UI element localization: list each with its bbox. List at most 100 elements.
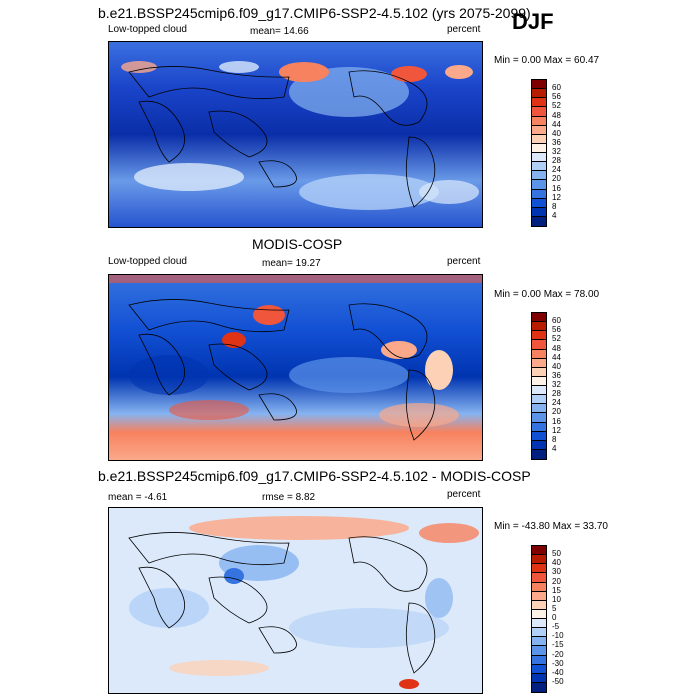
colorbar-tick-label: 0	[552, 613, 557, 622]
colorbar-box	[532, 404, 546, 414]
colorbar-tick-label: 5	[552, 603, 557, 613]
colorbar-box	[532, 431, 546, 441]
panel-3-map	[108, 507, 483, 694]
colorbar-tick-label: 60	[552, 316, 561, 326]
colorbar-tick-label: -15	[552, 640, 564, 650]
colorbar-tick-label: 56	[552, 325, 561, 335]
colorbar-box	[532, 153, 546, 163]
colorbar-box	[532, 682, 546, 692]
colorbar-box	[532, 600, 546, 610]
colorbar-box	[532, 637, 546, 647]
colorbar-tick-label: 10	[552, 594, 561, 604]
colorbar-box	[532, 546, 546, 556]
colorbar-box	[532, 655, 546, 665]
colorbar-box	[532, 89, 546, 99]
colorbar-box	[532, 198, 546, 208]
colorbar-tick-label: 30	[552, 567, 561, 577]
colorbar-tick-label: 32	[552, 380, 561, 389]
colorbar-box	[532, 180, 546, 190]
colorbar-tick-label: 20	[552, 174, 561, 184]
colorbar-box	[532, 573, 546, 583]
colorbar-box	[532, 367, 546, 377]
colorbar-box	[532, 646, 546, 656]
colorbar-box	[532, 440, 546, 450]
colorbar-box	[532, 628, 546, 638]
colorbar-box	[532, 591, 546, 601]
colorbar-tick-label: 16	[552, 183, 561, 193]
colorbar-box	[532, 376, 546, 386]
colorbar-tick-label: 40	[552, 558, 561, 568]
colorbar-box	[532, 171, 546, 181]
colorbar-box	[532, 413, 546, 423]
panel-1-units: percent	[447, 24, 481, 35]
colorbar-box	[532, 322, 546, 332]
colorbar-tick-label: 60	[552, 83, 561, 93]
colorbar-box	[532, 609, 546, 619]
colorbar-tick-label: 48	[552, 343, 561, 353]
colorbar-box	[532, 207, 546, 217]
colorbar-tick-label: 24	[552, 398, 561, 408]
colorbar-tick-label: 8	[552, 434, 557, 444]
colorbar-box	[532, 673, 546, 683]
panel-2-variable-label: Low-topped cloud	[108, 256, 187, 267]
panel-2-mean: mean= 19.27	[262, 258, 321, 269]
colorbar-tick-label: -50	[552, 676, 564, 686]
colorbar-tick-label: 40	[552, 361, 561, 371]
panel-2-colorbar	[531, 312, 547, 460]
colorbar-box	[532, 664, 546, 674]
colorbar-box	[532, 134, 546, 144]
panel-3-units: percent	[447, 489, 481, 500]
colorbar-tick-label: 8	[552, 201, 557, 211]
panel-2-minmax: Min = 0.00 Max = 78.00	[494, 289, 600, 300]
season-label: DJF	[512, 9, 554, 34]
panel-2-title: MODIS-COSP	[252, 236, 343, 252]
colorbar-tick-label: 20	[552, 576, 561, 586]
colorbar-tick-label: 40	[552, 128, 561, 138]
colorbar-tick-label: -5	[552, 622, 560, 632]
colorbar-tick-label: 44	[552, 119, 561, 129]
colorbar-tick-label: 50	[552, 549, 561, 559]
colorbar-box	[532, 619, 546, 629]
panel-1-variable-label: Low-topped cloud	[108, 24, 187, 35]
panel-3-minmax: Min = -43.80 Max = 33.70	[494, 521, 608, 532]
colorbar-box	[532, 582, 546, 592]
panel-3-colorbar	[531, 545, 547, 693]
colorbar-box	[532, 162, 546, 172]
colorbar-box	[532, 143, 546, 153]
panel-1-colorbar	[531, 79, 547, 227]
colorbar-tick-label: -40	[552, 667, 564, 677]
colorbar-box	[532, 98, 546, 108]
colorbar-box	[532, 340, 546, 350]
panel-3-rmse: rmse = 8.82	[262, 492, 316, 503]
panel-3-colorbar-boxes	[532, 546, 546, 692]
panel-2-map	[108, 274, 483, 461]
colorbar-tick-label: 56	[552, 92, 561, 102]
colorbar-tick-label: 28	[552, 156, 561, 166]
panel-2-colorbar-boxes	[532, 313, 546, 459]
colorbar-box	[532, 125, 546, 135]
colorbar-tick-label: 12	[552, 192, 561, 202]
colorbar-box	[532, 331, 546, 341]
colorbar-tick-label: 24	[552, 165, 561, 175]
colorbar-box	[532, 449, 546, 459]
colorbar-tick-label: 4	[552, 210, 557, 220]
panel-1-minmax: Min = 0.00 Max = 60.47	[494, 55, 600, 66]
colorbar-box	[532, 189, 546, 199]
colorbar-box	[532, 555, 546, 565]
colorbar-box	[532, 386, 546, 396]
colorbar-tick-label: 36	[552, 137, 561, 147]
colorbar-box	[532, 358, 546, 368]
colorbar-tick-label: -10	[552, 631, 564, 641]
panel-1-title: b.e21.BSSP245cmip6.f09_g17.CMIP6-SSP2-4.…	[98, 5, 531, 21]
colorbar-tick-label: 52	[552, 101, 561, 111]
colorbar-box	[532, 313, 546, 323]
colorbar-box	[532, 564, 546, 574]
panel-3-title: b.e21.BSSP245cmip6.f09_g17.CMIP6-SSP2-4.…	[98, 468, 531, 484]
panel-2-units: percent	[447, 256, 481, 267]
colorbar-tick-label: 44	[552, 352, 561, 362]
colorbar-box	[532, 422, 546, 432]
colorbar-tick-label: 12	[552, 425, 561, 435]
colorbar-box	[532, 216, 546, 226]
colorbar-tick-label: 20	[552, 407, 561, 417]
panel-3-mean: mean = -4.61	[108, 492, 168, 503]
